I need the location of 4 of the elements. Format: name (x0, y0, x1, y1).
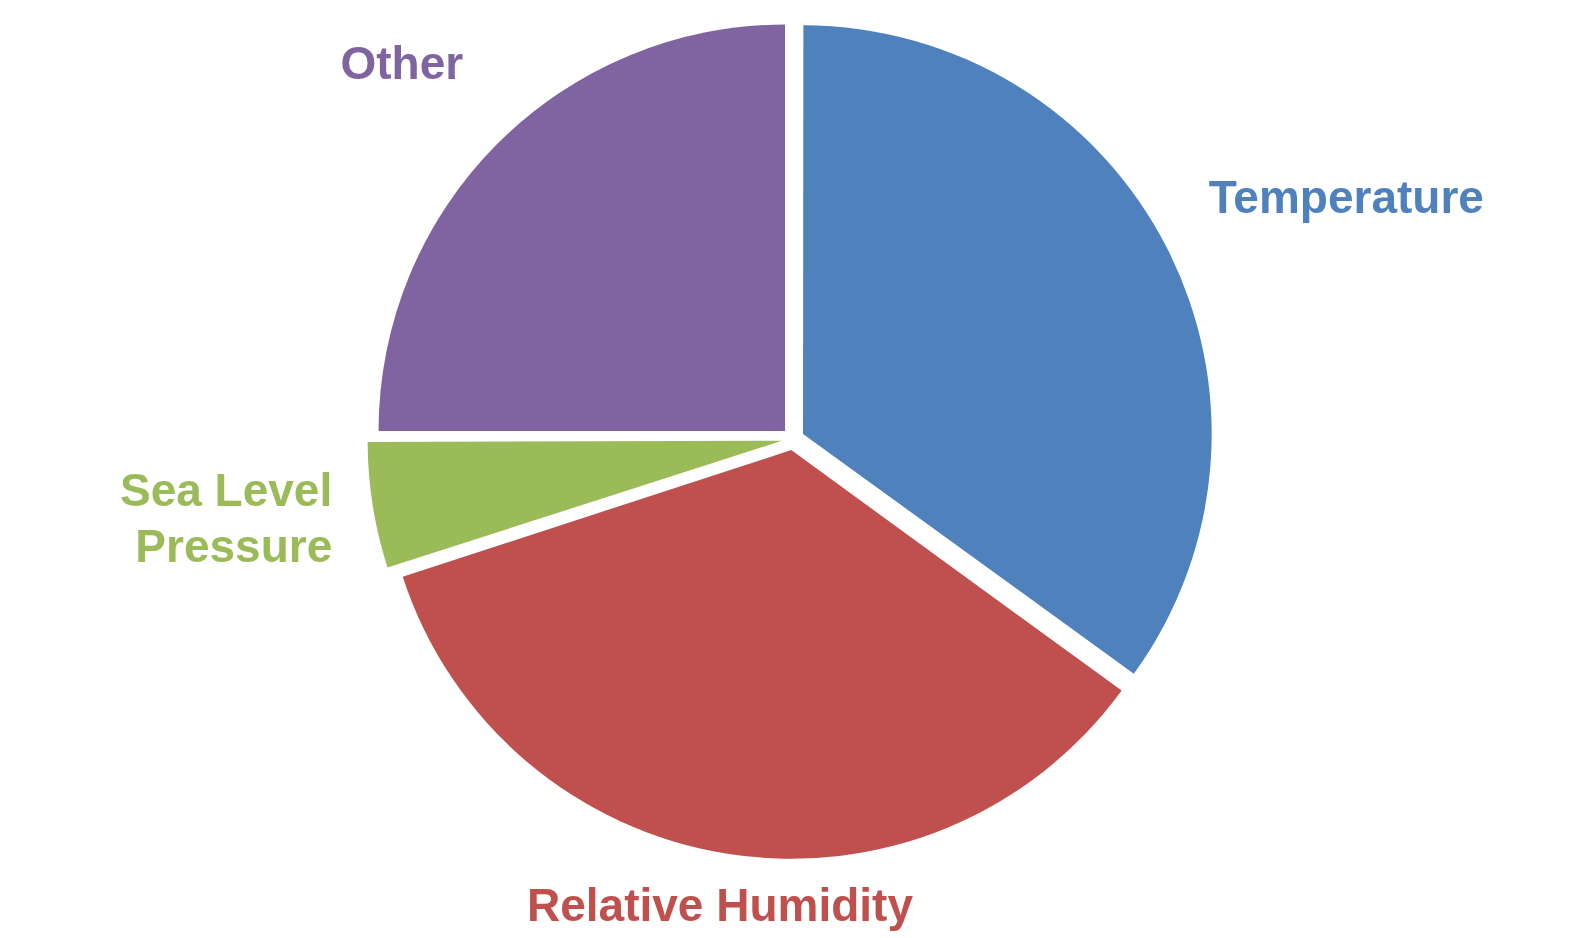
slice-label: Relative Humidity (527, 878, 914, 931)
slice-label: Temperature (1208, 170, 1484, 223)
slice-label: Other (340, 37, 464, 90)
slice-label: Sea Level Pressure (119, 464, 333, 573)
